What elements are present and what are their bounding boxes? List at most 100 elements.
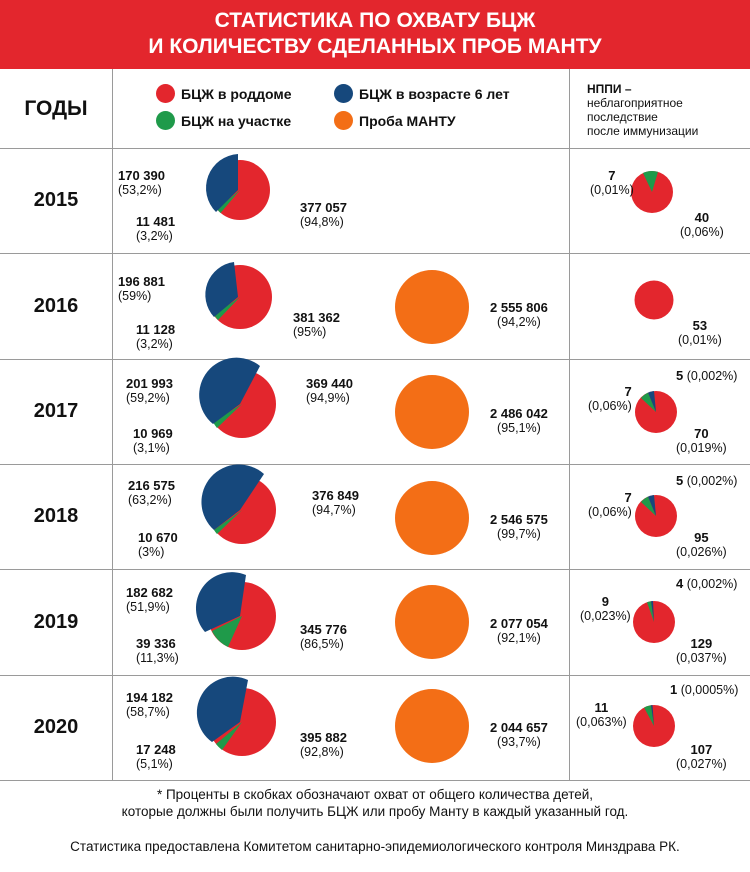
pct-2019-mantoux: (92,1%) <box>497 631 541 645</box>
title-line-2: И КОЛИЧЕСТВУ СДЕЛАННЫХ ПРОБ МАНТУ <box>0 34 750 60</box>
pct-2018-maternity: (94,7%) <box>312 503 356 517</box>
label-2020-age6: 194 182 (58,7%) <box>126 690 173 720</box>
nppi-2018-slice-a <box>641 496 656 516</box>
pct-nppi-2018-a: (0,06%) <box>588 505 632 519</box>
pct-2018-age6: (63,2%) <box>128 493 172 507</box>
pct-nppi-2016-b: (0,01%) <box>678 333 722 347</box>
value-2020-district: 17 248 <box>136 742 176 757</box>
pct-nppi-2019-a: (0,023%) <box>580 609 631 623</box>
label-nppi-2017-c: 5 (0,002%) <box>676 368 737 384</box>
value-2020-mantoux: 2 044 657 <box>490 720 548 735</box>
years-header: ГОДЫ <box>24 96 88 120</box>
value-2018-maternity: 376 849 <box>312 488 359 503</box>
pct-nppi-2015-a: (0,01%) <box>590 183 634 197</box>
pct-nppi-2017-a: (0,06%) <box>588 399 632 413</box>
bcg-2019-age6-slice <box>195 572 246 632</box>
pct-2016-maternity: (95%) <box>293 325 327 339</box>
label-2015-district: 11 481 (3,2%) <box>136 214 175 244</box>
pct-2017-mantoux: (95,1%) <box>497 421 541 435</box>
label-nppi-2020-a: 11 (0,063%) <box>576 700 627 730</box>
pct-2016-district: (3,2%) <box>136 337 173 351</box>
label-nppi-2019-b: 129 (0,037%) <box>676 636 727 666</box>
value-nppi-2020-c: 1 <box>670 682 678 697</box>
pct-2017-age6: (59,2%) <box>126 391 170 405</box>
legend-swatch-district <box>156 111 175 130</box>
nppi-2015-slice-a <box>643 171 658 192</box>
value-nppi-2019-a: 9 <box>601 594 609 609</box>
pct-nppi-2020-a: (0,063%) <box>576 715 627 729</box>
pct-nppi-2020-b: (0,027%) <box>676 757 727 771</box>
label-2017-age6: 201 993 (59,2%) <box>126 376 173 406</box>
value-nppi-2020-a: 11 <box>594 700 609 715</box>
label-2015-age6: 170 390 (53,2%) <box>118 168 165 198</box>
value-2017-maternity: 369 440 <box>306 376 353 391</box>
bcg-2016-district-slice <box>214 297 240 320</box>
year-2015: 2015 <box>33 189 79 211</box>
pct-nppi-2018-b: (0,026%) <box>676 545 727 559</box>
nppi-line-2: последствие <box>587 110 658 124</box>
legend-item-maternity: БЦЖ в роддоме <box>156 84 292 103</box>
bcg-pie-2018 <box>201 464 276 544</box>
pct-2020-age6: (58,7%) <box>126 705 170 719</box>
nppi-2019-slice-c <box>651 601 654 622</box>
legend-swatch-mantoux <box>334 111 353 130</box>
legend-label-mantoux: Проба МАНТУ <box>359 112 456 129</box>
year-2019: 2019 <box>33 610 79 633</box>
value-2018-age6: 216 575 <box>128 478 175 493</box>
mantoux-2020-slice <box>395 689 469 763</box>
mantoux-2016-slice <box>395 270 469 344</box>
bcg-2018-district-slice <box>214 510 242 534</box>
legend-label-age6: БЦЖ в возрасте 6 лет <box>359 85 510 102</box>
label-nppi-2017-a: 7 (0,06%) <box>588 384 632 414</box>
value-2016-district: 11 128 <box>136 322 176 337</box>
value-2018-district: 10 670 <box>138 530 178 545</box>
label-nppi-2019-a: 9 (0,023%) <box>580 594 631 624</box>
legend-swatch-age6 <box>334 84 353 103</box>
value-2019-district: 39 336 <box>136 636 176 651</box>
pct-nppi-2017-b: (0,019%) <box>676 441 727 455</box>
bcg-2018-age6-slice <box>201 464 264 530</box>
bcg-2015-age6-slice <box>206 154 238 212</box>
pct-2019-maternity: (86,5%) <box>300 637 344 651</box>
label-2020-district: 17 248 (5,1%) <box>136 742 176 772</box>
nppi-2020-slice-c <box>651 705 654 726</box>
bcg-2015-district-slice <box>217 190 240 213</box>
value-nppi-2017-a: 7 <box>624 384 632 399</box>
grid-hline-4 <box>0 569 750 570</box>
label-2019-district: 39 336 (11,3%) <box>136 636 179 666</box>
nppi-2018-slice-c <box>648 495 656 516</box>
pct-2020-district: (5,1%) <box>136 757 173 771</box>
nppi-2017-slice-a <box>641 392 656 412</box>
bcg-pie-2015 <box>206 154 270 220</box>
year-2016: 2016 <box>33 294 79 317</box>
pct-2015-age6: (53,2%) <box>118 183 162 197</box>
pct-nppi-2019-b: (0,037%) <box>676 651 727 665</box>
year-2020: 2020 <box>33 716 79 738</box>
bcg-pie-2016 <box>205 262 272 329</box>
label-nppi-2020-b: 107 (0,027%) <box>676 742 727 772</box>
title-line-2-bold: МАНТУ <box>527 35 602 58</box>
mantoux-2018-slice <box>395 481 469 555</box>
value-2019-age6: 182 682 <box>126 585 173 600</box>
value-2019-maternity: 345 776 <box>300 622 347 637</box>
grid-hline-3 <box>0 464 750 465</box>
label-nppi-2015-b: 40 (0,06%) <box>680 210 724 240</box>
label-nppi-2018-c: 5 (0,002%) <box>676 473 737 489</box>
value-nppi-2015-b: 40 <box>694 210 710 225</box>
pct-nppi-2018-c: (0,002%) <box>686 474 738 488</box>
pct-2018-mantoux: (99,7%) <box>497 527 541 541</box>
nppi-pie-2018 <box>635 495 677 537</box>
value-2015-district: 11 481 <box>136 214 176 229</box>
pct-2020-maternity: (92,8%) <box>300 745 344 759</box>
bcg-2019-district-slice <box>212 616 242 647</box>
label-2018-district: 10 670 (3%) <box>138 530 178 560</box>
nppi-2016-slice-b <box>634 280 674 320</box>
footnote-line-2: которые должны были получить БЦЖ или про… <box>121 804 629 819</box>
label-nppi-2018-b: 95 (0,026%) <box>676 530 727 560</box>
label-2016-age6: 196 881 (59%) <box>118 274 165 304</box>
grid-hline-6 <box>0 780 750 781</box>
mantoux-pie-2018 <box>395 481 469 555</box>
nppi-pie-2016 <box>634 280 674 320</box>
nppi-line-3: после иммунизации <box>587 124 699 138</box>
bcg-pie-2020 <box>196 676 276 756</box>
